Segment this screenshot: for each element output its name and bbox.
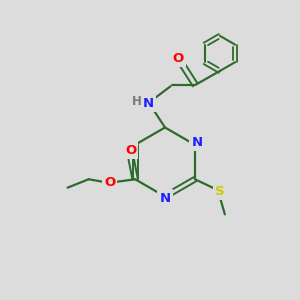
Text: O: O (104, 176, 115, 189)
Text: O: O (125, 144, 136, 157)
Text: H: H (132, 95, 142, 108)
Text: S: S (215, 185, 224, 198)
Text: N: N (191, 136, 203, 149)
Text: N: N (159, 191, 171, 205)
Text: N: N (143, 97, 154, 110)
Text: O: O (172, 52, 184, 65)
